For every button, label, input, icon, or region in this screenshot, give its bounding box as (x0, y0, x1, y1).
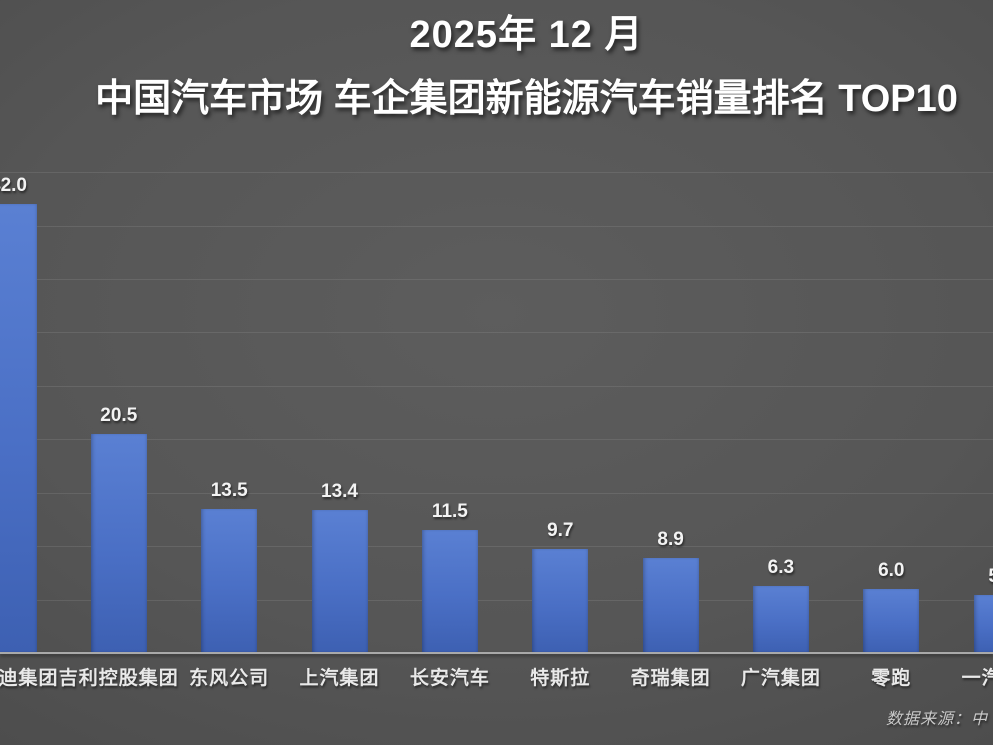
title-line-2: 中国汽车市场 车企集团新能源汽车销量排名 TOP10 (95, 78, 958, 120)
bar-value-label: 20.5 (100, 405, 138, 426)
bar (642, 557, 699, 653)
bar-category-label: 上汽集团 (299, 668, 380, 689)
bar-category-label: 特斯拉 (530, 668, 591, 689)
bar-value-label: 9.7 (547, 520, 574, 542)
gridline (0, 385, 993, 387)
gridline (0, 332, 993, 334)
gridline (0, 172, 993, 174)
bar-category-label: 比亚迪集团 (0, 668, 59, 689)
bar-category-label: 奇瑞集团 (630, 668, 711, 689)
gridline (0, 546, 993, 548)
data-source-note: 数据来源：中 (886, 711, 989, 728)
bar-value-label: 13.4 (321, 480, 358, 502)
bar-category-label: 东风公司 (189, 668, 270, 689)
gridline (0, 492, 993, 494)
bar (90, 434, 147, 653)
title-line-1: 2025年 12 月 (409, 14, 644, 56)
gridline (0, 225, 993, 227)
bar (863, 588, 920, 653)
bar-value-label: 6.0 (878, 559, 905, 581)
gridline (0, 279, 993, 280)
bar (973, 595, 993, 653)
bar-value-label: 42.0 (0, 175, 27, 197)
gridline (0, 599, 993, 601)
bar-value-label: 11.5 (431, 501, 468, 523)
bar-value-label: 8.9 (657, 528, 684, 550)
bar-value-label: 6.3 (767, 556, 795, 578)
bar (201, 508, 258, 653)
bar-category-label: 吉利控股集团 (58, 668, 179, 689)
bar (0, 204, 37, 653)
bar (752, 585, 809, 653)
bar (532, 549, 589, 653)
bar-category-label: 长安汽车 (409, 668, 490, 689)
bar (421, 530, 478, 653)
bar-value-label: 5.4 (942, 566, 993, 588)
bar (311, 509, 368, 653)
bar-category-label: 零跑 (871, 668, 912, 689)
bar-category-label: 一汽集团 (961, 668, 993, 689)
axis-baseline (0, 652, 993, 654)
bar-category-label: 广汽集团 (740, 668, 821, 689)
gridline (0, 439, 993, 441)
bar-value-label: 13.5 (210, 479, 248, 501)
